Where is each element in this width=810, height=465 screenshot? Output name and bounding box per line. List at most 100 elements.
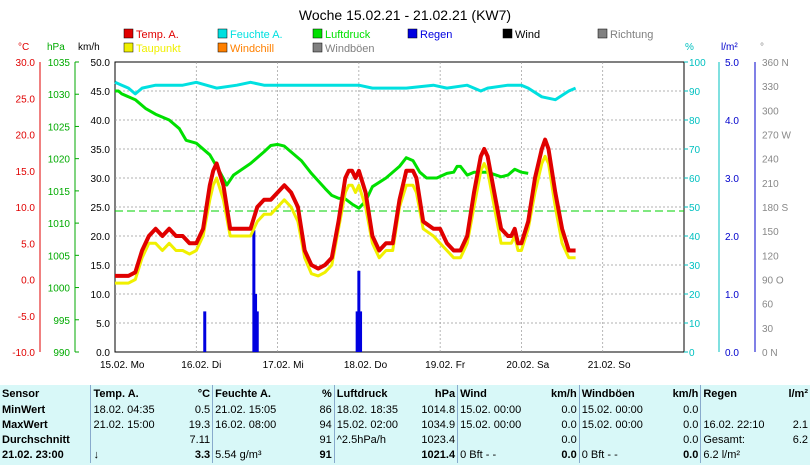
stats-cell: ^2.5hPa/h: [333, 433, 420, 448]
wind-tick: 45.0: [91, 87, 111, 98]
dir-tick: 60: [762, 300, 774, 311]
press-tick: 990: [53, 348, 70, 359]
press-tick: 995: [53, 316, 70, 327]
stats-cell: 0 Bft - -: [578, 448, 665, 463]
stats-cell: [212, 433, 298, 448]
stats-cell: 21.02. 15:05: [212, 403, 298, 418]
hdr-wind: Wind: [457, 385, 543, 403]
rain-bar: [357, 270, 361, 352]
hdr-temp: Temp. A.: [90, 385, 176, 403]
stats-cell: 19.3: [188, 419, 211, 431]
legend-label: Temp. A.: [136, 29, 179, 41]
legend-swatch: [123, 42, 134, 53]
dir-tick: 210: [762, 179, 779, 190]
wind-tick: 30.0: [91, 174, 111, 185]
hum-tick: 80: [689, 116, 701, 127]
stats-cell: 0.0: [561, 404, 577, 416]
stats-cell: 86: [319, 404, 332, 416]
stats-row-label: MinWert: [2, 404, 46, 416]
stats-cell: 6.2 l/m²: [700, 448, 778, 463]
dir-tick: 120: [762, 251, 779, 262]
rain-tick: 1.0: [725, 290, 739, 301]
dir-tick: 150: [762, 227, 779, 238]
stats-row-label: MaxWert: [2, 419, 48, 431]
series-line-temp-a-: [115, 137, 576, 278]
stats-cell: 1034.9: [421, 419, 456, 431]
stats-table: Sensor Temp. A. °C Feuchte A. % Luftdruc…: [0, 385, 810, 463]
stats-cell: 15.02. 00:00: [578, 403, 665, 418]
hdr-gust-unit: km/h: [672, 387, 699, 400]
weather-chart: Woche 15.02.21 - 21.02.21 (KW7) Temp. A.…: [12, 7, 791, 371]
series-group: [114, 80, 577, 352]
press-unit: hPa: [47, 42, 65, 53]
hdr-press: Luftdruck: [333, 385, 420, 403]
stats-cell: Gesamt:: [700, 433, 778, 448]
stats-cell: 0.0: [561, 434, 577, 446]
rain-tick: 0.0: [725, 348, 739, 359]
stats-row-label: Durchschnitt: [2, 434, 70, 446]
temp-tick: 15.0: [16, 167, 36, 178]
legend-label: Richtung: [610, 29, 653, 41]
stats-cell: 5.54 g/m³: [212, 448, 298, 463]
stats-cell: ↓: [90, 448, 176, 463]
stats-cell: 0.0: [683, 449, 699, 461]
day-label: 21.02. So: [588, 360, 631, 371]
rain-bar: [355, 311, 359, 352]
dir-tick: 30: [762, 324, 774, 335]
dir-tick: 300: [762, 106, 779, 117]
stats-cell: 0 Bft - -: [457, 448, 543, 463]
dir-tick: 330: [762, 82, 779, 93]
temp-tick: -5.0: [18, 312, 36, 323]
press-tick: 1020: [48, 155, 71, 166]
press-tick: 1015: [48, 187, 71, 198]
legend: Temp. A. Feuchte A. Luftdruck Regen Wind Rich…: [123, 28, 653, 55]
legend-label: Feuchte A.: [230, 29, 283, 41]
stats-cell: 15.02. 00:00: [457, 418, 543, 433]
wind-tick: 50.0: [91, 58, 111, 69]
rain-tick: 4.0: [725, 116, 739, 127]
dir-tick: 90 O: [762, 276, 784, 287]
hum-tick: 10: [689, 319, 701, 330]
stats-cell: 91: [319, 449, 332, 461]
stats-row: MaxWert 21.02. 15:00 19.3 16.02. 08:00 94 15.…: [0, 418, 810, 433]
wind-tick: 5.0: [96, 319, 110, 330]
stats-cell: [90, 433, 176, 448]
hum-tick: 60: [689, 174, 701, 185]
stats-cell: 15.02. 02:00: [333, 418, 420, 433]
wind-tick: 0.0: [96, 348, 110, 359]
dir-tick: 180 S: [762, 203, 788, 214]
hum-tick: 20: [689, 290, 701, 301]
grid: [115, 62, 684, 352]
stats-cell: 0.5: [194, 404, 211, 416]
dir-unit: °: [760, 42, 764, 53]
legend-label: Windchill: [230, 43, 274, 55]
dir-tick: 0 N: [762, 348, 778, 359]
stats-row: 21.02. 23:00 ↓ 3.3 5.54 g/m³ 91 1021.4 0 Bft -…: [0, 448, 810, 463]
stats-row: Durchschnitt 7.11 91 ^2.5hPa/h 1023.4 0.0 0.0 G…: [0, 433, 810, 448]
press-tick: 1010: [48, 219, 71, 230]
temp-tick: 5.0: [21, 239, 35, 250]
hdr-rain: Regen: [700, 385, 778, 403]
stats-cell: 16.02. 22:10: [700, 418, 778, 433]
day-label: 19.02. Fr: [425, 360, 466, 371]
temp-tick: -10.0: [12, 348, 35, 359]
temp-tick: 30.0: [16, 58, 36, 69]
rain-unit: l/m²: [721, 42, 738, 53]
stats-cell: [700, 403, 778, 418]
rain-bar: [254, 294, 258, 352]
day-label: 17.02. Mi: [263, 360, 304, 371]
legend-label: Taupunkt: [136, 43, 181, 55]
wind-tick: 40.0: [91, 116, 111, 127]
hum-tick: 30: [689, 261, 701, 272]
stats-cell: [778, 448, 810, 463]
stats-cell: 91: [319, 434, 332, 446]
wind-tick: 25.0: [91, 203, 111, 214]
stats-row: MinWert 18.02. 04:35 0.5 21.02. 15:05 86 18.0…: [0, 403, 810, 418]
press-tick: 1005: [48, 251, 71, 262]
chart-title: Woche 15.02.21 - 21.02.21 (KW7): [299, 7, 511, 23]
stats-cell: 94: [319, 419, 332, 431]
stats-cell: 15.02. 00:00: [457, 403, 543, 418]
legend-swatch: [312, 28, 323, 39]
dir-tick: 270 W: [762, 131, 791, 142]
stats-row-label: 21.02. 23:00: [2, 449, 64, 461]
